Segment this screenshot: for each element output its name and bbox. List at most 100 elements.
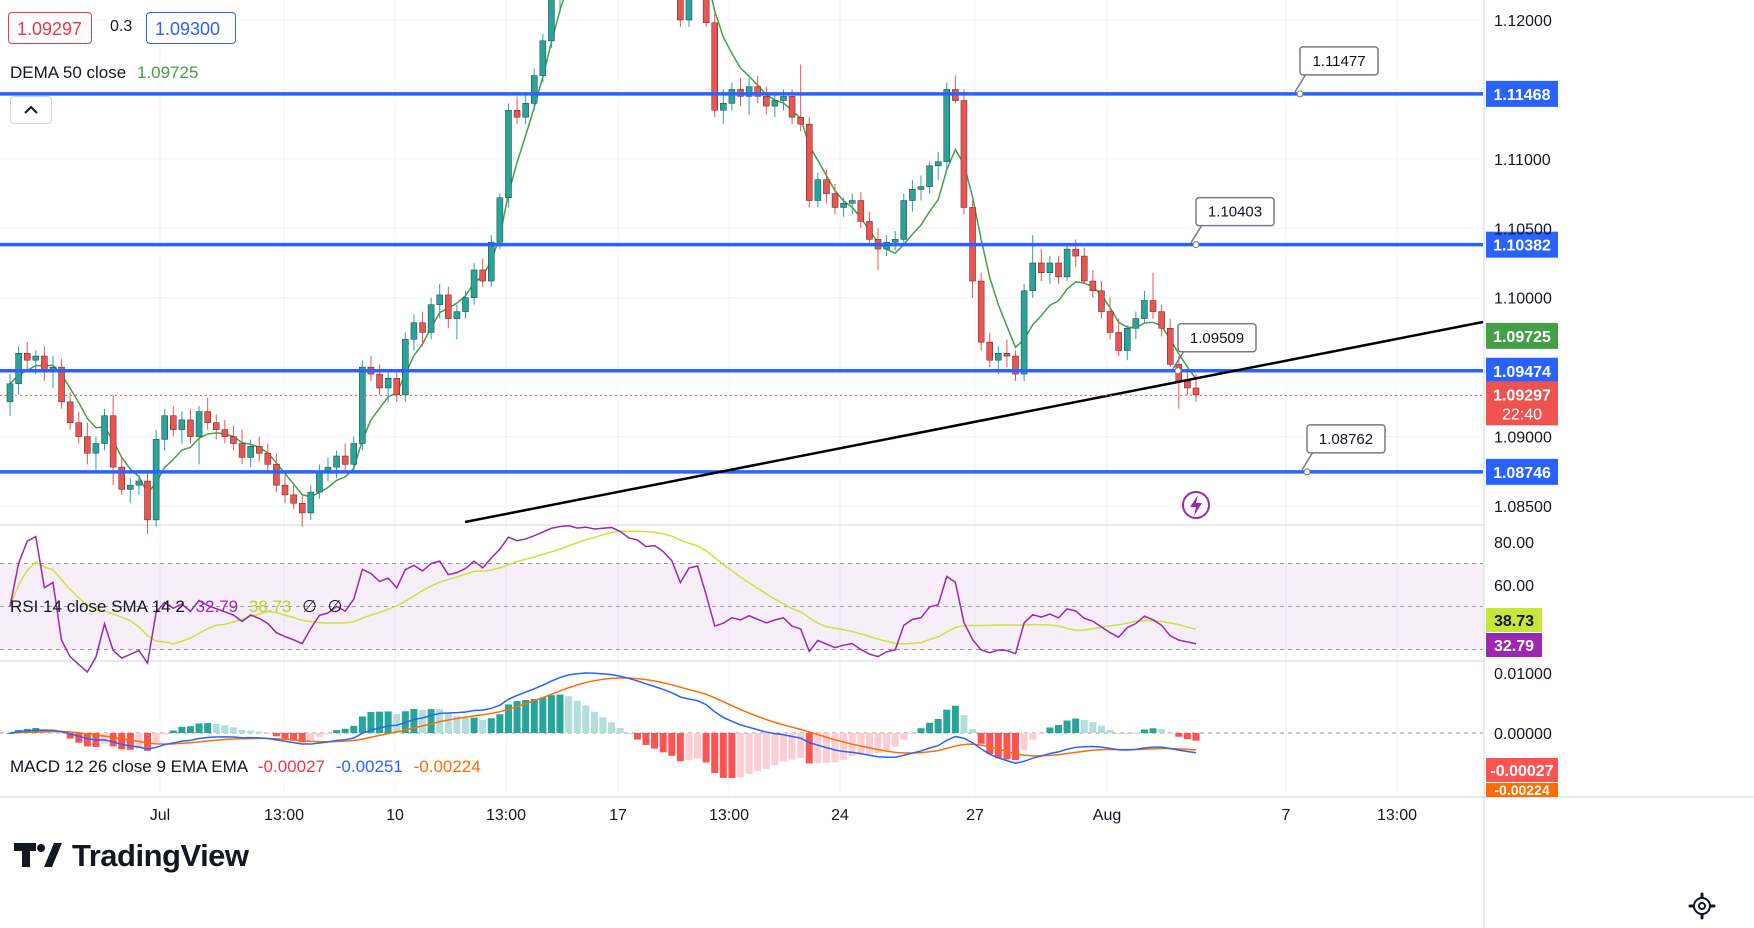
level-axis-label: 1.08746 xyxy=(1493,465,1551,482)
candle-128 xyxy=(1106,297,1114,340)
macd-hist-bar xyxy=(126,733,134,750)
candle-body xyxy=(84,436,91,454)
macd-hist-bar xyxy=(642,733,650,745)
callout-text: 1.08762 xyxy=(1319,431,1373,448)
macd-hist-bar xyxy=(1175,733,1183,737)
macd-hist-bar xyxy=(565,696,573,733)
candle-84 xyxy=(728,82,736,111)
candle-6 xyxy=(58,358,65,409)
candle-79 xyxy=(685,0,693,27)
rsi-label: RSI 14 close SMA 14 2 xyxy=(10,597,185,616)
macd-hist-bar xyxy=(934,719,942,733)
level-axis-label-bg xyxy=(1486,458,1558,485)
candle-26 xyxy=(230,425,237,451)
candle-126 xyxy=(1089,269,1097,298)
macd-hist-bar xyxy=(83,733,91,747)
bid-price[interactable]: 1.09297 xyxy=(8,12,92,44)
price-tick-label: 1.11000 xyxy=(1494,152,1551,169)
macd-hist-bar xyxy=(161,733,169,735)
price-tick-label: 1.10000 xyxy=(1494,291,1552,308)
candle-103 xyxy=(891,231,899,251)
candle-body xyxy=(316,471,323,493)
candle-94 xyxy=(814,172,822,208)
candle-100 xyxy=(866,211,873,245)
candle-18 xyxy=(161,408,168,451)
macd-hist-bar xyxy=(590,711,598,733)
macd-hist-bar xyxy=(307,733,315,741)
callout-text: 1.11477 xyxy=(1312,53,1365,70)
time-tick-label: 27 xyxy=(966,807,984,824)
macd-hist-bar xyxy=(427,709,435,733)
candle-117 xyxy=(1012,350,1019,382)
candle-body xyxy=(195,411,203,437)
settings-gear-icon[interactable] xyxy=(1688,892,1716,920)
candle-body xyxy=(1192,387,1200,396)
candle-35 xyxy=(307,485,315,520)
macd-hist-bar xyxy=(1132,732,1140,734)
tradingview-logo: TradingView xyxy=(14,838,249,874)
candle-body xyxy=(1029,262,1036,292)
ask-price[interactable]: 1.09300 xyxy=(146,12,236,44)
level-axis-label-bg xyxy=(1486,231,1558,258)
candle-122 xyxy=(1055,256,1062,284)
macd-hist-bar xyxy=(754,733,762,772)
candle-body xyxy=(92,443,100,454)
rsi-sma-axis-label: 38.73 xyxy=(1494,613,1534,630)
macd-hist-axis-label-bg xyxy=(1486,758,1558,782)
candle-106 xyxy=(917,175,925,201)
macd-hist-bar xyxy=(547,695,555,733)
macd-hist-bar xyxy=(1192,733,1200,741)
candle-113 xyxy=(977,272,985,351)
level-callout: 1.08762 xyxy=(1301,424,1386,476)
candle-body xyxy=(359,366,366,444)
price-tick-label: 1.12000 xyxy=(1494,13,1552,30)
time-tick-label: 10 xyxy=(386,807,404,824)
collapse-legend-button[interactable] xyxy=(10,96,52,124)
candle-7 xyxy=(66,392,74,430)
dema-value: 1.09725 xyxy=(136,63,199,82)
candle-111 xyxy=(960,89,968,215)
macd-hist-bar xyxy=(702,733,710,763)
callout-text: 1.09509 xyxy=(1190,330,1244,347)
candle-41 xyxy=(359,360,366,451)
candle-120 xyxy=(1038,249,1045,282)
time-tick-label: Aug xyxy=(1093,807,1121,824)
candle-43 xyxy=(376,364,383,395)
macd-hist-bar xyxy=(169,730,177,733)
candle-9 xyxy=(84,422,91,465)
current-price-label: 1.09297 xyxy=(1493,387,1551,404)
candle-body xyxy=(763,96,770,107)
candle-body xyxy=(6,383,14,403)
time-tick-label: 13:00 xyxy=(264,807,304,824)
macd-hist-bar xyxy=(694,733,702,759)
candle-body xyxy=(273,464,280,486)
macd-hist-bar xyxy=(745,733,753,774)
macd-hist-bar xyxy=(831,733,839,763)
macd-hist-bar xyxy=(633,733,641,740)
macd-hist-bar xyxy=(900,733,908,740)
candle-20 xyxy=(178,411,186,444)
candle-body xyxy=(848,200,856,204)
macd-hist-bar xyxy=(986,733,994,754)
countdown-label: 22:40 xyxy=(1502,406,1542,423)
macd-signal-line xyxy=(9,677,1197,757)
candle-64 xyxy=(559,0,561,14)
candle-59 xyxy=(513,96,521,125)
candle-body xyxy=(204,411,211,423)
callout-anchor xyxy=(1303,468,1311,476)
candle-body xyxy=(41,355,48,371)
rsi-legend: RSI 14 close SMA 14 2 32.79 38.73 ∅ ∅ xyxy=(10,597,342,617)
candle-8 xyxy=(75,411,83,444)
candle-body xyxy=(419,322,426,333)
macd-hist-bar xyxy=(1089,722,1097,733)
time-tick-label: 13:00 xyxy=(486,807,526,824)
candle-2 xyxy=(23,342,31,370)
candle-body xyxy=(496,197,504,243)
macd-hist-bar xyxy=(376,711,384,733)
candle-body xyxy=(745,86,753,97)
macd-hist-bar xyxy=(1029,733,1037,740)
macd-hist-bar xyxy=(1140,729,1148,733)
macd-hist-bar xyxy=(771,733,779,766)
macd-hist-bar xyxy=(75,733,83,743)
